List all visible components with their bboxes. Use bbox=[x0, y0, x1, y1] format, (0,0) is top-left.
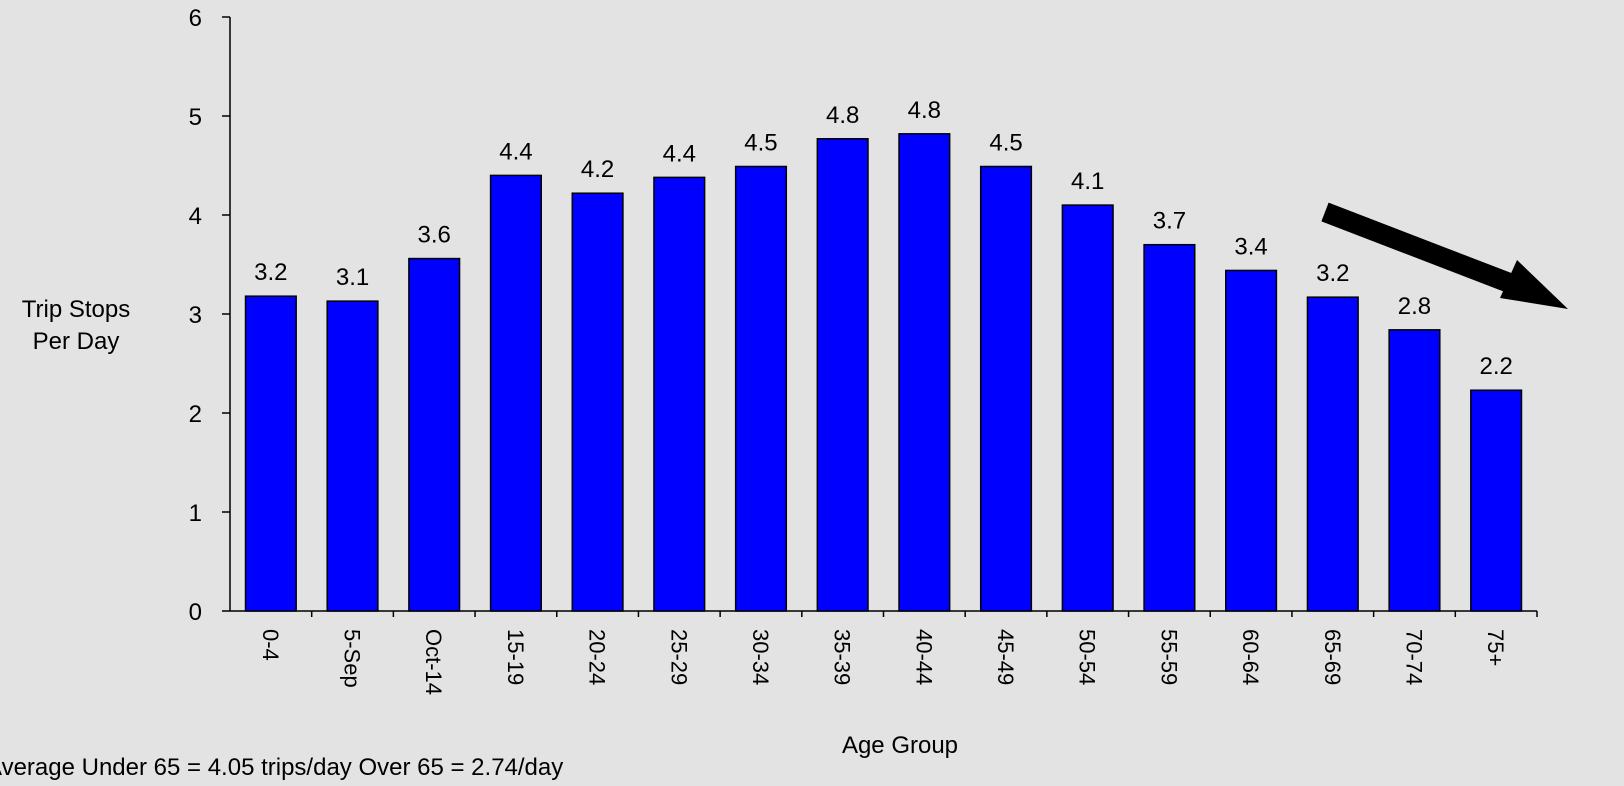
y-tick-label: 3 bbox=[189, 302, 202, 329]
bar bbox=[816, 138, 869, 612]
bar bbox=[1388, 329, 1441, 612]
trend-arrow-head bbox=[1500, 260, 1568, 309]
value-label: 2.2 bbox=[1479, 353, 1512, 380]
bar bbox=[1470, 389, 1523, 612]
bar bbox=[653, 176, 706, 612]
bar bbox=[1143, 243, 1196, 612]
y-axis-label: Trip Stops Per Day bbox=[21, 296, 131, 355]
x-tick-label: 60-64 bbox=[1238, 629, 1263, 685]
trend-arrow-shaft bbox=[1321, 202, 1516, 294]
value-label: 4.8 bbox=[826, 102, 859, 129]
value-label: 3.6 bbox=[418, 222, 451, 249]
x-tick-label: 5-Sep bbox=[340, 629, 365, 688]
value-label: 4.8 bbox=[908, 97, 941, 124]
bar bbox=[326, 300, 379, 612]
x-tick-label: 25-29 bbox=[666, 629, 691, 685]
value-label: 2.8 bbox=[1398, 293, 1431, 320]
value-label: 4.5 bbox=[989, 129, 1022, 156]
y-tick-label: 1 bbox=[189, 500, 202, 527]
x-tick-label: 70-74 bbox=[1401, 629, 1426, 685]
x-tick-label: 55-59 bbox=[1156, 629, 1181, 685]
y-tick-label: 6 bbox=[189, 5, 202, 32]
bar bbox=[571, 192, 624, 612]
x-tick-label: 35-39 bbox=[830, 629, 855, 685]
value-label: 3.4 bbox=[1234, 233, 1267, 260]
bar bbox=[1061, 204, 1114, 612]
x-axis-label: Age Group bbox=[841, 732, 959, 759]
y-tick-label: 4 bbox=[189, 203, 202, 230]
bar bbox=[1225, 269, 1278, 612]
bar bbox=[734, 165, 788, 612]
x-tick-label: 0-4 bbox=[258, 629, 283, 661]
value-label: 3.2 bbox=[254, 259, 287, 286]
x-tick-label: 50-54 bbox=[1075, 629, 1100, 685]
bar bbox=[489, 174, 542, 612]
value-label: 4.2 bbox=[581, 156, 614, 183]
x-tick-label: 75+ bbox=[1483, 629, 1508, 666]
bar bbox=[1306, 296, 1359, 612]
value-label: 4.4 bbox=[499, 138, 532, 165]
x-tick-label: 45-49 bbox=[993, 629, 1018, 685]
value-label: 4.1 bbox=[1071, 168, 1104, 195]
value-label: 3.2 bbox=[1316, 260, 1349, 287]
value-label: 4.5 bbox=[744, 129, 777, 156]
bar bbox=[898, 133, 951, 612]
y-tick-label: 5 bbox=[189, 104, 202, 131]
annotation: Average Under 65 = 4.05 trips/day Over 6… bbox=[0, 754, 564, 781]
bar bbox=[979, 165, 1033, 612]
x-tick-label: Oct-14 bbox=[421, 629, 446, 695]
y-tick-label: 0 bbox=[189, 599, 202, 626]
x-tick-label: 65-69 bbox=[1320, 629, 1345, 685]
value-label: 3.7 bbox=[1153, 208, 1186, 235]
y-tick-label: 2 bbox=[189, 401, 202, 428]
x-tick-label: 30-34 bbox=[748, 629, 773, 685]
x-tick-label: 15-19 bbox=[503, 629, 528, 685]
value-label: 4.4 bbox=[663, 140, 696, 167]
x-tick-label: 40-44 bbox=[911, 629, 936, 685]
value-label: 3.1 bbox=[336, 264, 369, 291]
bar bbox=[408, 257, 461, 612]
x-tick-label: 20-24 bbox=[585, 629, 610, 685]
bar bbox=[244, 295, 297, 612]
